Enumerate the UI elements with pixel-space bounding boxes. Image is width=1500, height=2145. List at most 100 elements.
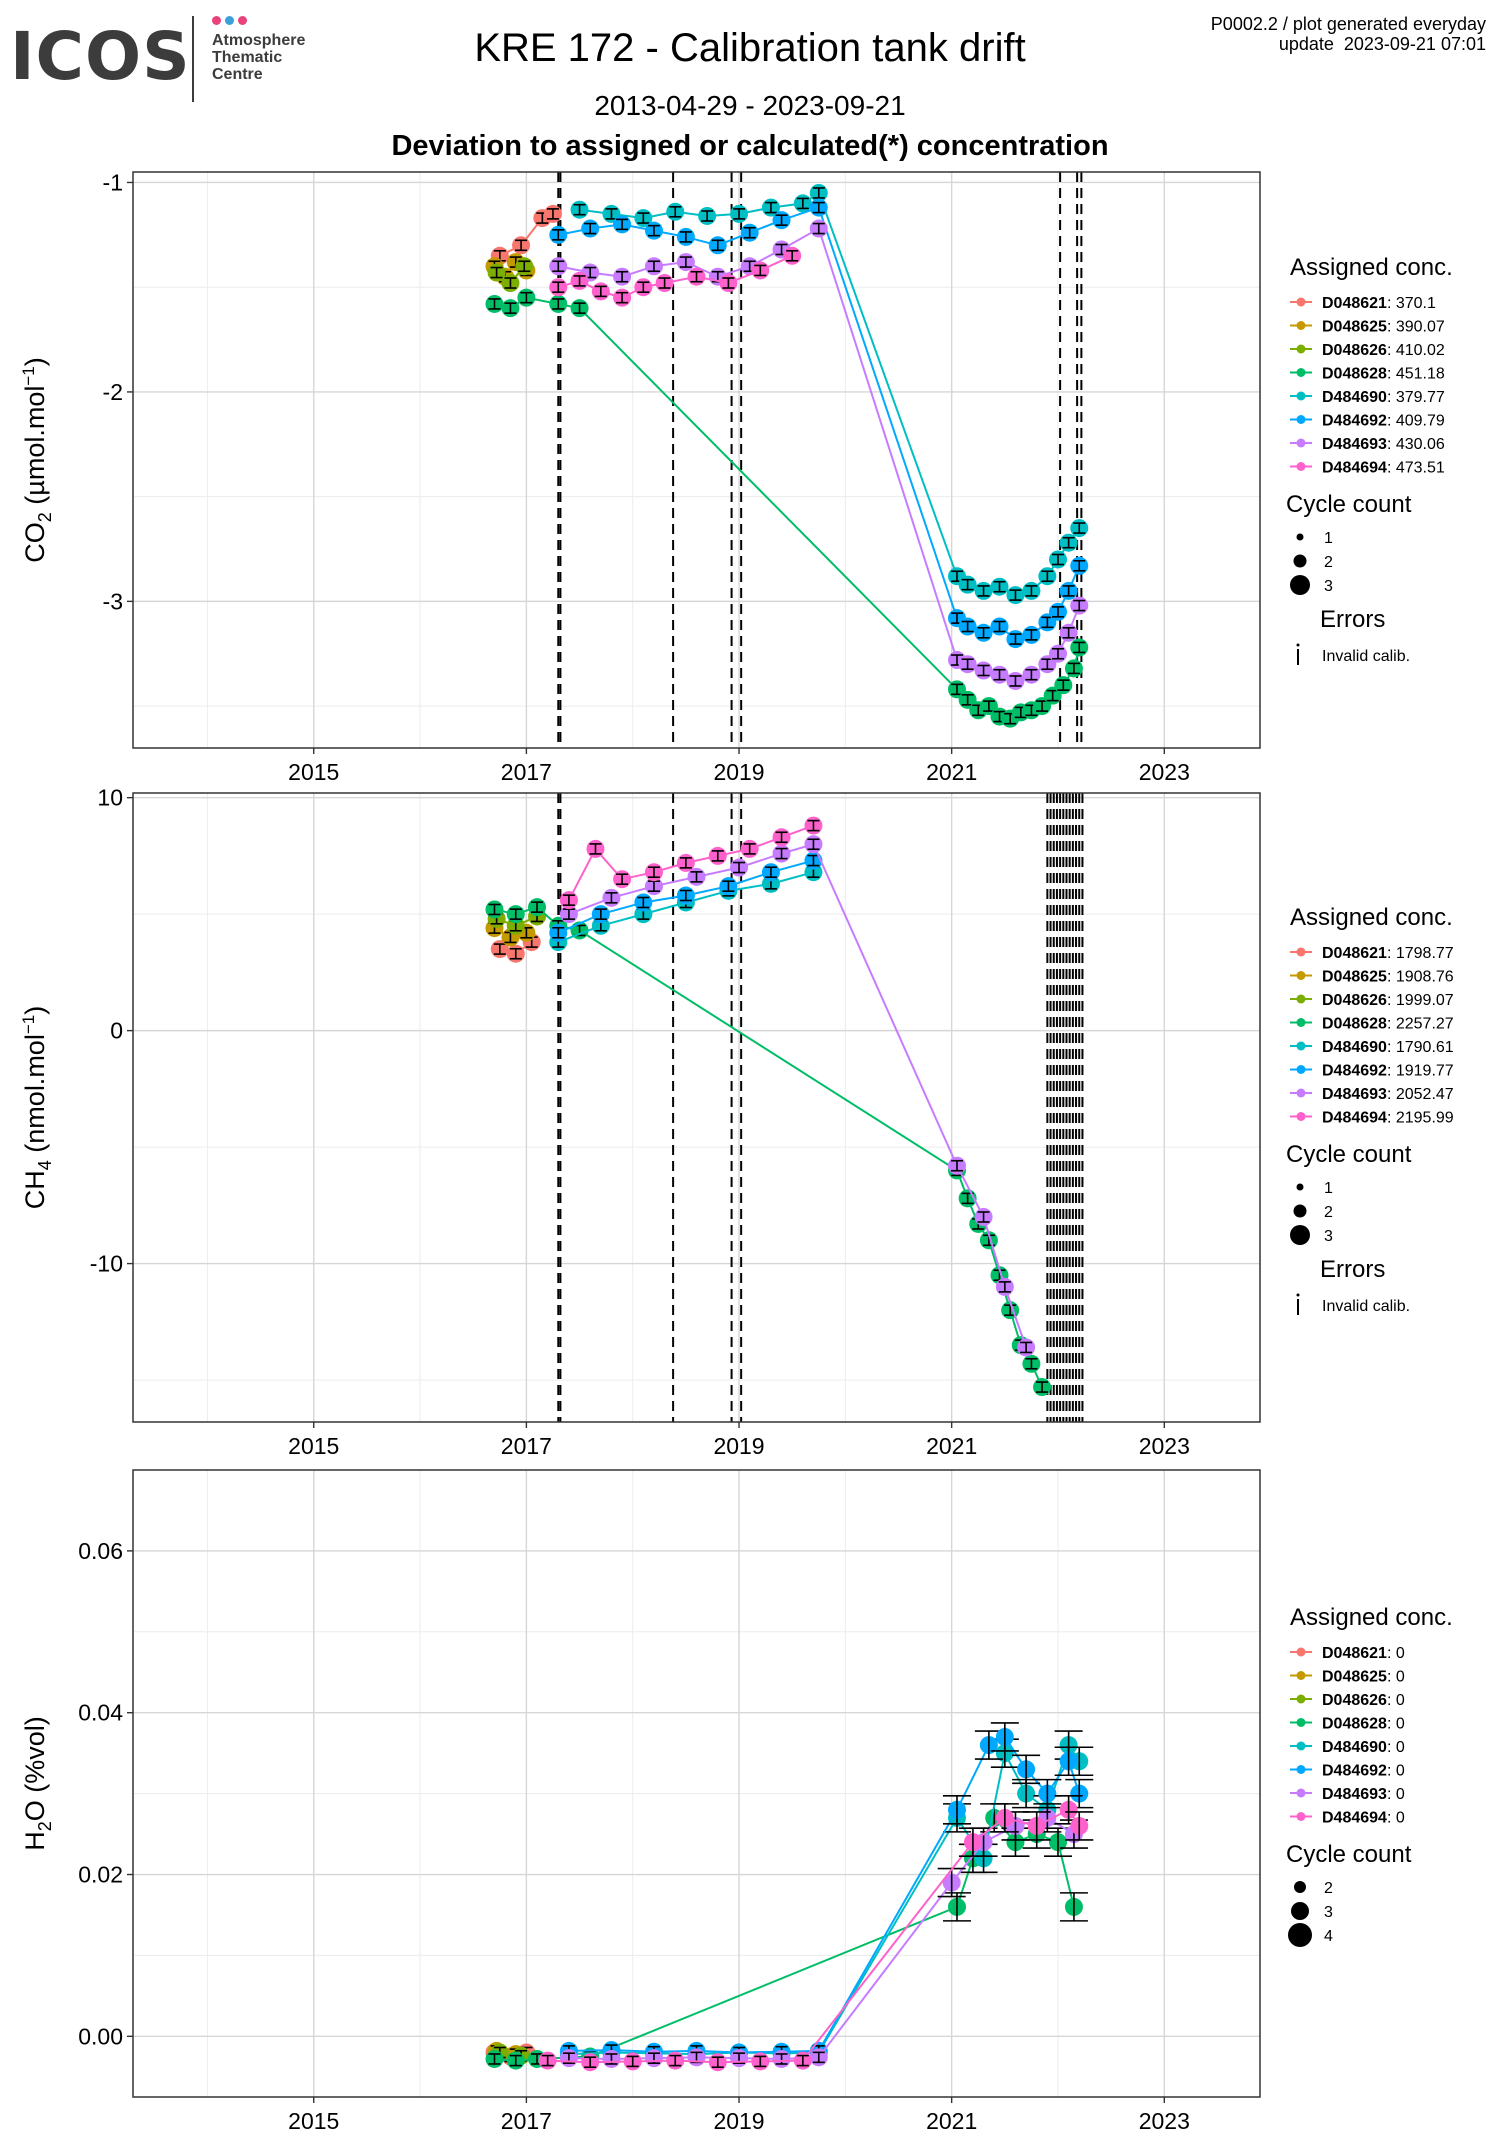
y-tick-label: 0.02 (78, 1862, 123, 1888)
legend-item-label: D484692: 409.79 (1322, 413, 1445, 430)
legend-key-dot (1296, 462, 1306, 471)
logo-dot (238, 16, 247, 25)
size-legend-label: 2 (1324, 554, 1333, 571)
x-tick-label: 2023 (1139, 2108, 1190, 2134)
legend-key-dot (1296, 297, 1306, 307)
legend-item-label: D484692: 1919.77 (1322, 1063, 1454, 1080)
legend-item-label: D048621: 1798.77 (1322, 945, 1454, 962)
x-tick-label: 2015 (288, 2108, 339, 2134)
legend-item-label: D048626: 1999.07 (1322, 992, 1454, 1009)
legend-key-dot (1296, 344, 1306, 354)
generated-info: P0002.2 / plot generated everyday update… (1210, 14, 1486, 54)
size-legend-dot (1296, 533, 1304, 541)
x-tick-label: 2021 (926, 2108, 977, 2134)
size-legend-label: 2 (1324, 1880, 1333, 1897)
logo-dot (212, 16, 221, 25)
size-legend-dot (1290, 575, 1310, 595)
legend-key-dot (1296, 1671, 1306, 1680)
size-legend-label: 1 (1324, 1180, 1333, 1197)
size-legend-label: 3 (1324, 578, 1333, 595)
y-tick-label: -10 (90, 1251, 123, 1277)
size-legend-label: 2 (1324, 1204, 1333, 1221)
plot-background (133, 172, 1260, 748)
size-legend-label: 3 (1324, 1904, 1333, 1921)
legend-key-dot (1296, 1741, 1306, 1751)
size-legend-label: 4 (1324, 1928, 1333, 1945)
plot-background (133, 793, 1260, 1422)
size-legend-dot (1291, 1902, 1309, 1920)
x-tick-label: 2019 (713, 1433, 764, 1459)
errors-legend-key-dot (1296, 643, 1300, 647)
legend-item-label: D484690: 379.77 (1322, 389, 1445, 406)
size-legend-title: Cycle count (1286, 1841, 1412, 1868)
size-legend-dot (1294, 1881, 1306, 1893)
chart-panel-h2o: 0.06 0.04 0.02 0.00 2015 2017 2019 2021 2023 H2O … (20, 1469, 1261, 2134)
plot-border (132, 1469, 1261, 2098)
x-tick-label: 2023 (1139, 1433, 1190, 1459)
legend-key-dot (1296, 1088, 1306, 1098)
legend-key-dot (1296, 1065, 1306, 1074)
legend-item-label: D048625: 1908.76 (1322, 969, 1454, 986)
plot-border (132, 171, 1261, 749)
legend-title: Assigned conc. (1290, 904, 1453, 931)
size-legend-title: Cycle count (1286, 491, 1412, 518)
x-tick-label: 2017 (501, 759, 552, 785)
logo-subtitle: Atmosphere Thematic Centre (212, 32, 306, 83)
legend-key-dot (1296, 1041, 1306, 1051)
size-legend-dot (1290, 1225, 1310, 1245)
page-title: KRE 172 - Calibration tank drift (474, 26, 1026, 70)
legend-item-label: D048621: 370.1 (1322, 295, 1436, 312)
legend-key-dot (1296, 368, 1306, 377)
legend-item-label: D484694: 2195.99 (1322, 1110, 1454, 1127)
x-tick-label: 2015 (288, 1433, 339, 1459)
size-legend-title: Cycle count (1286, 1141, 1412, 1168)
legend-key-dot (1296, 1812, 1306, 1821)
legend-item-label: D048621: 0 (1322, 1645, 1405, 1662)
size-legend-label: 1 (1324, 530, 1333, 547)
legend-item-label: D048625: 0 (1322, 1669, 1405, 1686)
legend-item-label: D484693: 2052.47 (1322, 1086, 1454, 1103)
legend-item-label: D048626: 410.02 (1322, 342, 1445, 359)
legend-item-label: D484694: 0 (1322, 1810, 1405, 1827)
legend-item-label: D048626: 0 (1322, 1692, 1405, 1709)
plot-background (133, 1470, 1260, 2097)
x-tick-label: 2017 (501, 2108, 552, 2134)
legend-item-label: D484693: 430.06 (1322, 436, 1445, 453)
x-tick-label: 2019 (713, 759, 764, 785)
legend-item-label: D048625: 390.07 (1322, 319, 1445, 336)
legend-item-label: D048628: 0 (1322, 1716, 1405, 1733)
errors-legend-label: Invalid calib. (1322, 648, 1410, 665)
legend-item-label: D484693: 0 (1322, 1786, 1405, 1803)
legend-title: Assigned conc. (1290, 1604, 1453, 1631)
y-tick-label: 0.04 (78, 1700, 123, 1726)
x-tick-label: 2015 (288, 759, 339, 785)
y-axis-label: CO2 (µmol.mol−1) (19, 357, 55, 562)
legend-h2o: Assigned conc. D048621: 0 D048625: 0 D04862… (1286, 1604, 1453, 1947)
legend-key-dot (1296, 438, 1306, 448)
chart-panel-co2: -1 -2 -3 2015 2017 2019 2021 2023 CO2 (µmol.mol−… (19, 169, 1261, 785)
x-tick-label: 2021 (926, 1433, 977, 1459)
x-tick-label: 2019 (713, 2108, 764, 2134)
logo-divider (192, 16, 194, 102)
legend-item-label: D048628: 451.18 (1322, 366, 1445, 383)
legend-title: Assigned conc. (1290, 254, 1453, 281)
legend-key-dot (1296, 1112, 1306, 1121)
plot-border (132, 792, 1261, 1423)
legend-item-label: D484694: 473.51 (1322, 460, 1445, 477)
size-legend-dot (1293, 1204, 1307, 1218)
errors-legend-title: Errors (1320, 606, 1385, 633)
legend-item-label: D048628: 2257.27 (1322, 1016, 1454, 1033)
legend-key-dot (1296, 1018, 1306, 1027)
chart-panel-ch4: 10 0 -10 2015 2017 2019 2021 2023 CH4 (nmol.mol−… (19, 785, 1261, 1459)
legend-key-dot (1296, 1765, 1306, 1774)
y-tick-label: 10 (97, 785, 123, 811)
legend-key-dot (1296, 415, 1306, 424)
errors-legend-key-dot (1296, 1293, 1300, 1297)
legend-ch4: Assigned conc. D048621: 1798.77 D048625: 1… (1286, 904, 1454, 1315)
y-tick-label: 0.06 (78, 1538, 123, 1564)
legend-key-dot (1296, 1694, 1306, 1704)
y-tick-label: -1 (103, 169, 123, 195)
errors-legend-title: Errors (1320, 1256, 1385, 1283)
icos-logo: ICOS (10, 18, 191, 95)
